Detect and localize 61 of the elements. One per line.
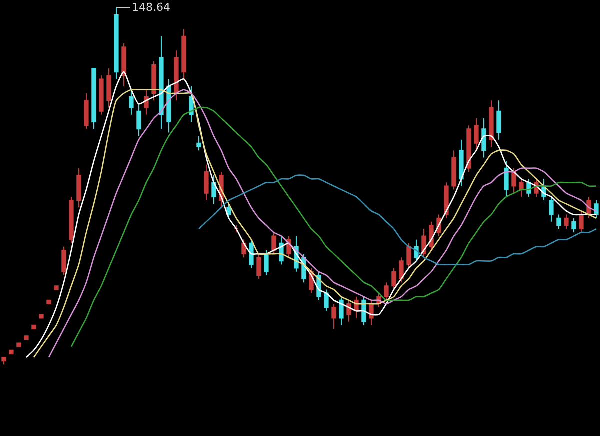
candlestick xyxy=(572,218,576,234)
candlestick xyxy=(84,92,89,130)
candlestick xyxy=(339,296,344,326)
candlestick xyxy=(579,210,584,234)
candlestick xyxy=(76,168,82,208)
candlestick xyxy=(196,136,202,152)
candlestick xyxy=(496,100,502,140)
candlestick xyxy=(2,357,6,366)
candlestick xyxy=(174,50,179,102)
candlestick xyxy=(136,104,142,137)
candlestick xyxy=(459,139,464,187)
candlestick xyxy=(16,342,22,348)
candlestick xyxy=(422,228,426,258)
candlestick xyxy=(144,89,149,116)
candlestick xyxy=(129,89,134,116)
candlestick xyxy=(159,36,164,130)
candlestick xyxy=(406,242,412,269)
candlestick xyxy=(106,68,112,108)
candlestick xyxy=(399,257,404,284)
candlestick xyxy=(444,182,449,219)
candlestick xyxy=(272,232,276,255)
candlestick xyxy=(92,68,96,130)
candlestick xyxy=(54,286,59,290)
candlestick xyxy=(242,239,246,258)
candlestick xyxy=(489,100,494,148)
candlestick xyxy=(182,28,186,80)
candlestick xyxy=(122,43,126,87)
candlestick xyxy=(594,200,599,219)
candlestick xyxy=(249,239,254,269)
candlestick xyxy=(39,314,44,319)
candlestick xyxy=(324,289,329,312)
candlestick xyxy=(384,282,389,301)
candlestick xyxy=(264,250,269,276)
candlestick xyxy=(99,75,104,116)
candlestick xyxy=(564,214,569,230)
candlestick xyxy=(234,224,239,234)
candlestick xyxy=(256,254,262,280)
candlestick xyxy=(62,246,66,276)
candlestick xyxy=(332,303,336,330)
candlestick xyxy=(32,324,36,330)
candlestick xyxy=(114,7,119,80)
candlestick xyxy=(474,118,479,152)
annotation: 148.64 xyxy=(132,1,170,14)
candlestick xyxy=(362,296,366,326)
candlestick xyxy=(519,178,524,198)
candlestick xyxy=(452,150,456,190)
candlestick xyxy=(212,175,216,205)
candlestick xyxy=(504,160,509,198)
candlestick xyxy=(204,164,209,202)
candlestick xyxy=(512,168,516,194)
candlestick xyxy=(152,60,156,102)
candlestick xyxy=(9,350,14,354)
candlestick xyxy=(69,196,74,244)
candlestick xyxy=(346,300,352,322)
candlestick xyxy=(482,118,486,158)
candlestick xyxy=(24,336,29,340)
candlestick xyxy=(46,300,52,304)
candlestick xyxy=(549,196,554,222)
candlestick xyxy=(466,125,472,172)
candlestick xyxy=(556,214,562,230)
candlestick xyxy=(392,268,396,290)
